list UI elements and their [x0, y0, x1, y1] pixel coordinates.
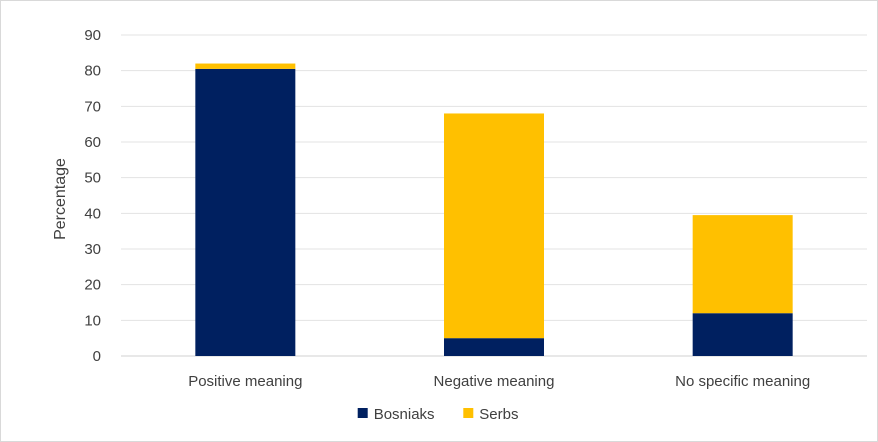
legend-label-bosniaks: Bosniaks	[374, 406, 435, 423]
x-category-label: No specific meaning	[675, 373, 810, 390]
x-axis-categories: Positive meaning Negative meaning No speci…	[188, 373, 810, 390]
y-axis-ticks: 0 10 20 30 40 50 60 70 80 90	[84, 27, 101, 365]
y-tick-label: 40	[84, 205, 101, 222]
legend-swatch-bosniaks	[357, 408, 368, 418]
bar-serbs-2	[444, 113, 544, 339]
y-tick-label: 10	[84, 312, 101, 329]
bar-bosniaks-2	[444, 338, 544, 356]
y-tick-label: 30	[84, 241, 101, 258]
legend-swatch-serbs	[463, 408, 474, 418]
x-category-label: Positive meaning	[188, 373, 302, 390]
y-tick-label: 70	[84, 98, 101, 115]
y-tick-label: 20	[84, 277, 101, 294]
y-tick-label: 0	[93, 348, 101, 365]
legend-label-serbs: Serbs	[479, 406, 518, 423]
bar-serbs-1	[195, 63, 296, 69]
y-tick-label: 80	[84, 63, 101, 80]
y-tick-label: 50	[84, 170, 101, 187]
bar-bosniaks-1	[195, 68, 296, 356]
y-tick-label: 60	[84, 134, 101, 151]
x-category-label: Negative meaning	[434, 373, 555, 390]
legend: Bosniaks Serbs	[357, 406, 518, 423]
y-axis-title: Percentage	[52, 158, 69, 240]
bars	[195, 63, 793, 356]
y-tick-label: 90	[84, 27, 101, 44]
bar-serbs-3	[692, 215, 793, 314]
bar-bosniaks-3	[692, 313, 793, 356]
